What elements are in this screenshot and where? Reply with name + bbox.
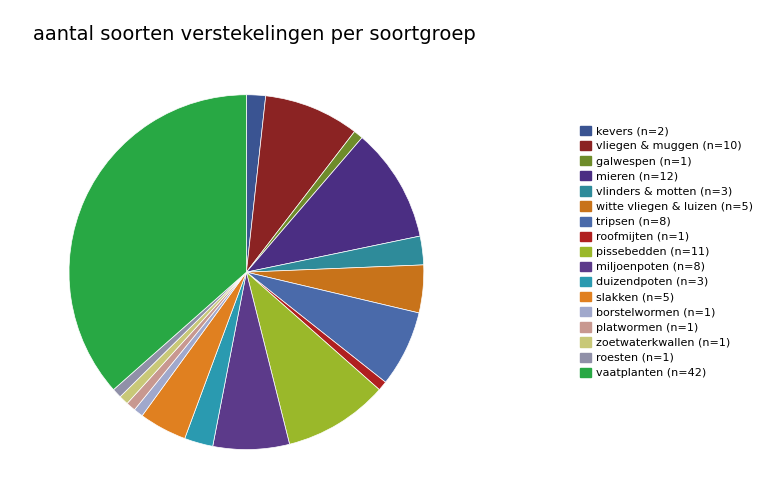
Wedge shape xyxy=(246,265,424,313)
Legend: kevers (n=2), vliegen & muggen (n=10), galwespen (n=1), mieren (n=12), vlinders : kevers (n=2), vliegen & muggen (n=10), g… xyxy=(577,122,757,382)
Wedge shape xyxy=(127,272,246,410)
Wedge shape xyxy=(246,138,420,272)
Wedge shape xyxy=(142,272,246,438)
Wedge shape xyxy=(185,272,246,447)
Wedge shape xyxy=(246,272,380,444)
Wedge shape xyxy=(120,272,246,404)
Wedge shape xyxy=(246,272,419,382)
Wedge shape xyxy=(246,272,386,390)
Wedge shape xyxy=(246,96,354,272)
Wedge shape xyxy=(135,272,246,416)
Wedge shape xyxy=(246,236,424,272)
Wedge shape xyxy=(246,132,362,272)
Wedge shape xyxy=(213,272,290,450)
Text: aantal soorten verstekelingen per soortgroep: aantal soorten verstekelingen per soortg… xyxy=(33,25,476,44)
Wedge shape xyxy=(69,95,246,390)
Wedge shape xyxy=(246,95,266,272)
Wedge shape xyxy=(113,272,246,397)
